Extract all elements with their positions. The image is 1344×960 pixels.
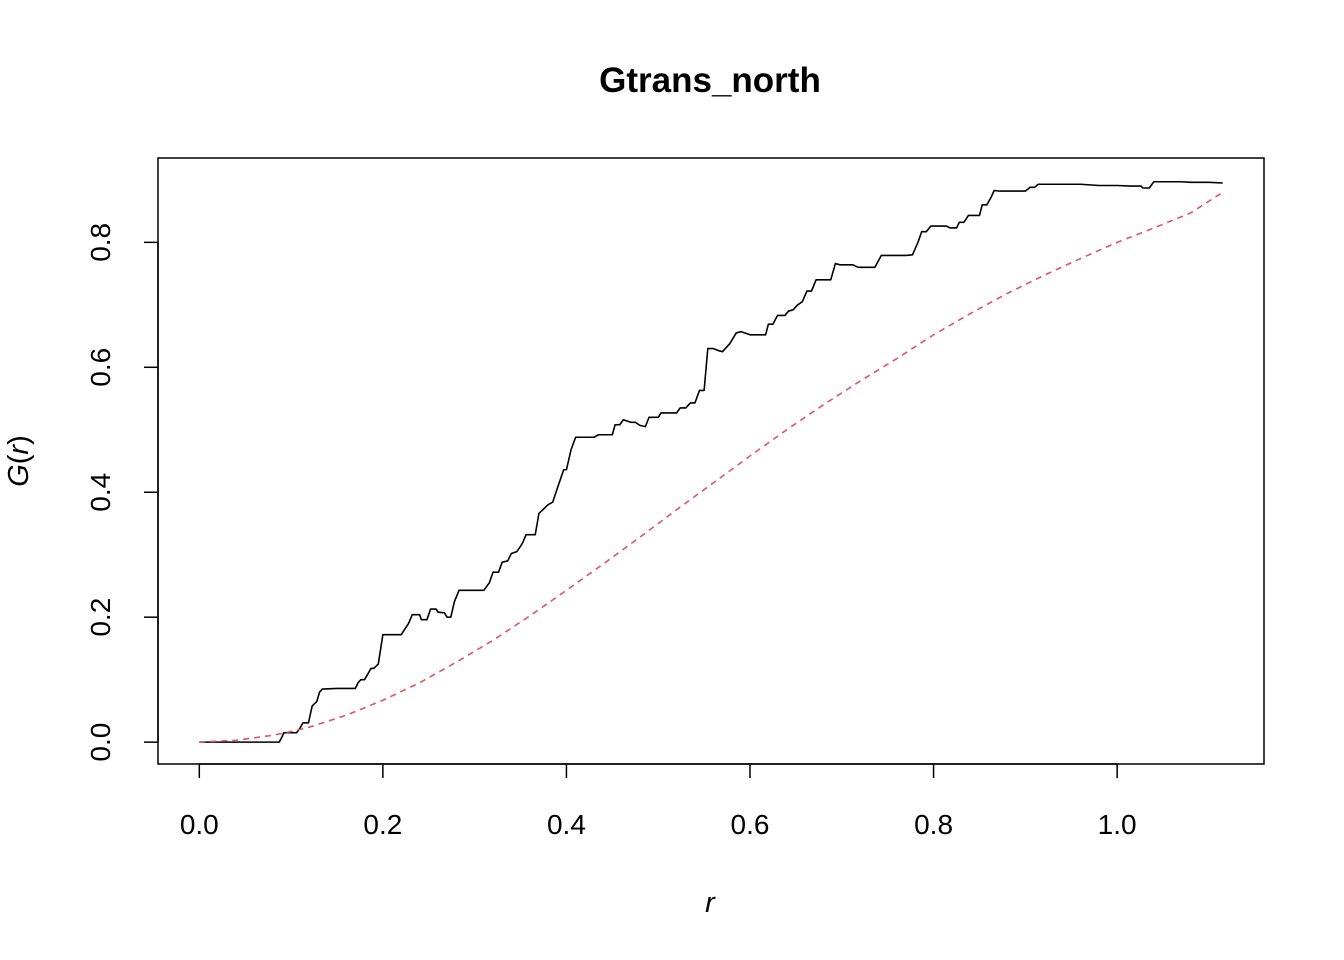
y-tick-label: 0.2 — [85, 598, 116, 637]
y-axis-label-close: ) — [3, 435, 35, 445]
y-axis-label-open: ( — [3, 454, 35, 464]
x-tick-label: 0.4 — [547, 809, 586, 840]
x-tick-label: 1.0 — [1098, 809, 1137, 840]
x-tick-label: 0.8 — [914, 809, 953, 840]
y-axis-label-arg: r — [3, 444, 35, 455]
x-axis-label: r — [705, 887, 716, 919]
y-tick-label: 0.8 — [85, 223, 116, 262]
y-axis-label: G(r) — [3, 435, 35, 487]
series-layer — [199, 180, 1224, 743]
x-tick-label: 0.0 — [180, 809, 219, 840]
y-tick-label: 0.6 — [85, 348, 116, 387]
y-axis: 0.0 0.2 0.4 0.6 0.8 — [85, 223, 159, 762]
y-tick-label: 0.0 — [85, 723, 116, 762]
x-tick-label: 0.2 — [363, 809, 402, 840]
x-axis: 0.0 0.2 0.4 0.6 0.8 1.0 — [180, 763, 1137, 840]
y-tick-label: 0.4 — [85, 473, 116, 512]
chart-title: Gtrans_north — [599, 61, 821, 100]
series-line-dashed — [199, 191, 1224, 743]
x-tick-label: 0.6 — [731, 809, 770, 840]
y-axis-label-fn: G — [3, 464, 35, 487]
series-line-solid — [199, 180, 1223, 743]
